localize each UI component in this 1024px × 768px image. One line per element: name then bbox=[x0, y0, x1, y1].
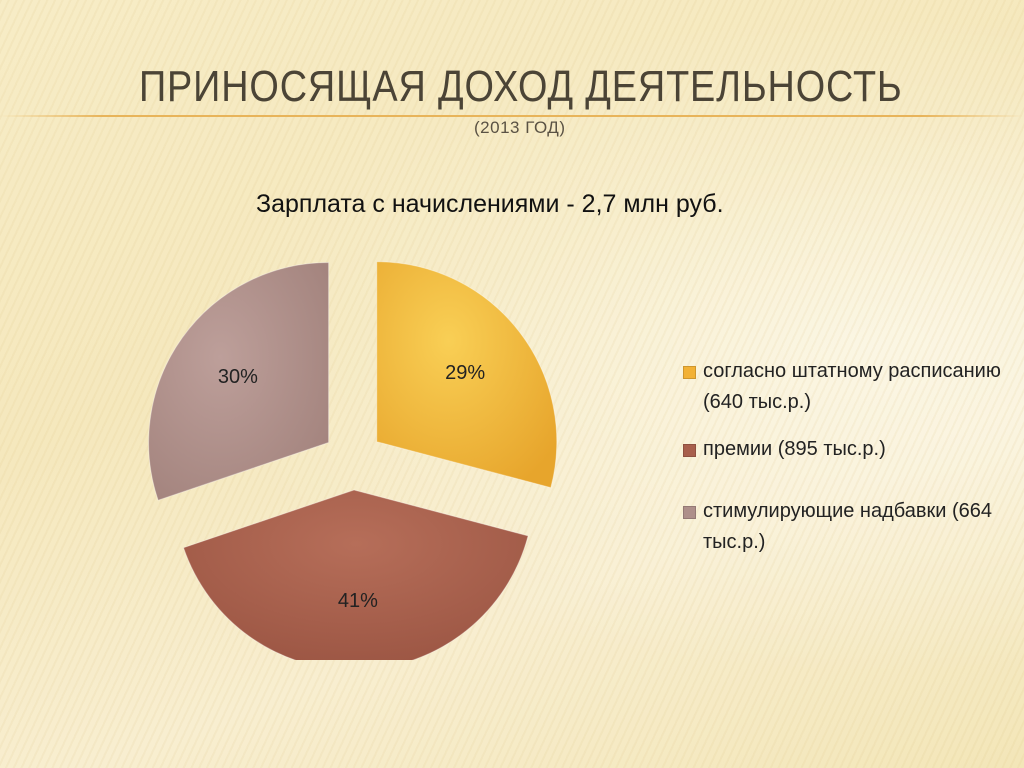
slice-percent-label: 29% bbox=[445, 362, 485, 384]
slide-title: Приносящая доход деятельность bbox=[139, 62, 903, 111]
pie-slice bbox=[182, 489, 529, 660]
title-divider bbox=[0, 115, 1024, 117]
pie-chart: 29% 41% 30% bbox=[148, 261, 558, 660]
legend-item: стимулирующие надбавки (664 тыс.р.) bbox=[683, 496, 1003, 558]
pie-slice bbox=[148, 262, 330, 501]
legend-label: согласно штатному расписанию (640 тыс.р.… bbox=[703, 360, 1001, 413]
legend-item: премии (895 тыс.р.) bbox=[683, 434, 1003, 465]
legend-item: согласно штатному расписанию (640 тыс.р.… bbox=[683, 356, 1003, 418]
slice-percent-label: 41% bbox=[338, 590, 378, 612]
legend-label: стимулирующие надбавки (664 тыс.р.) bbox=[703, 500, 993, 553]
chart-legend: согласно штатному расписанию (640 тыс.р.… bbox=[683, 356, 1003, 574]
legend-swatch bbox=[683, 366, 696, 379]
legend-swatch bbox=[683, 506, 696, 519]
slide-subtitle: (2013 год) bbox=[474, 118, 566, 137]
slice-percent-label: 30% bbox=[218, 366, 258, 388]
legend-swatch bbox=[683, 444, 696, 457]
chart-title: Зарплата с начислениями - 2,7 млн руб. bbox=[256, 190, 724, 218]
legend-label: премии (895 тыс.р.) bbox=[703, 438, 886, 460]
pie-slice bbox=[376, 261, 558, 489]
